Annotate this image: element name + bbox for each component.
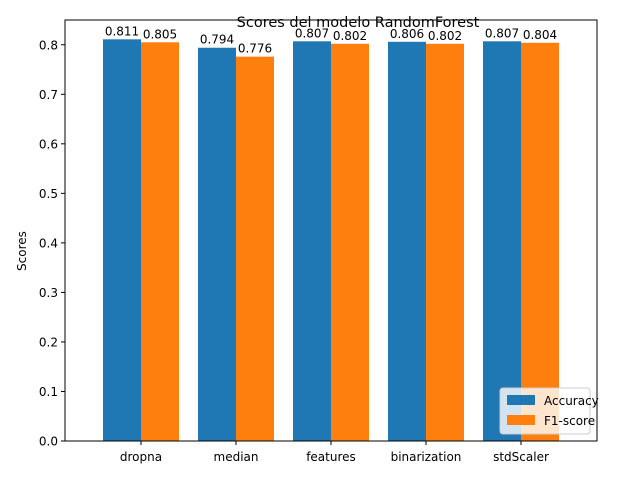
bar-accuracy-median	[198, 47, 236, 441]
bar-accuracy-binarization	[388, 41, 426, 442]
bar-value-label: 0.807	[485, 26, 519, 40]
legend: Accuracy F1-score	[499, 387, 599, 435]
bar-value-label: 0.802	[428, 29, 462, 43]
y-tick-label: 0.8	[39, 38, 58, 52]
x-tick-label: dropna	[120, 450, 162, 464]
bar-f1-score-median	[236, 56, 274, 441]
y-axis-label: Scores	[15, 231, 29, 271]
bar-f1-score-dropna	[141, 42, 179, 441]
bar-f1-score-stdScaler	[521, 42, 559, 441]
bar-f1-score-features	[331, 43, 369, 442]
bar-value-label: 0.802	[333, 29, 367, 43]
chart-title: Scores del modelo RandomForest	[237, 15, 480, 31]
bar-value-label: 0.806	[390, 27, 424, 41]
y-tick-label: 0.0	[39, 435, 58, 449]
y-axis-ticks: 0.0 0.1 0.2 0.3 0.4 0.5 0.6 0.7 0.8	[39, 38, 65, 449]
y-tick-label: 0.3	[39, 286, 58, 300]
legend-label: Accuracy	[544, 394, 599, 408]
bar-accuracy-features	[293, 41, 331, 442]
legend-swatch	[507, 395, 535, 405]
bar-value-label: 0.794	[200, 33, 234, 47]
y-tick-label: 0.5	[39, 187, 58, 201]
y-tick-label: 0.4	[39, 236, 58, 250]
plot-frame	[64, 19, 598, 442]
y-tick-label: 0.2	[39, 335, 58, 349]
bar-accuracy-stdScaler	[483, 41, 521, 442]
bar-value-label: 0.776	[238, 42, 272, 56]
x-tick-label: features	[306, 450, 356, 464]
bars-group	[103, 39, 559, 442]
bar-value-label: 0.807	[295, 26, 329, 40]
x-tick-label: binarization	[391, 450, 462, 464]
x-tick-label: stdScaler	[493, 450, 549, 464]
y-tick-label: 0.6	[39, 137, 58, 151]
y-tick-label: 0.7	[39, 88, 58, 102]
legend-swatch	[507, 415, 535, 425]
bar-accuracy-dropna	[103, 39, 141, 442]
y-tick-label: 0.1	[39, 385, 58, 399]
bar-value-label: 0.804	[523, 28, 557, 42]
data-labels-group: 0.811 0.794 0.807 0.806 0.807 0.805 0.776 0.802…	[105, 24, 557, 55]
bar-value-label: 0.805	[143, 27, 177, 41]
bar-value-label: 0.811	[105, 24, 139, 38]
bar-f1-score-binarization	[426, 43, 464, 442]
x-tick-label: median	[214, 450, 259, 464]
legend-label: F1-score	[544, 414, 595, 428]
x-axis-ticks: dropna median features binarization stdScale…	[120, 441, 549, 464]
